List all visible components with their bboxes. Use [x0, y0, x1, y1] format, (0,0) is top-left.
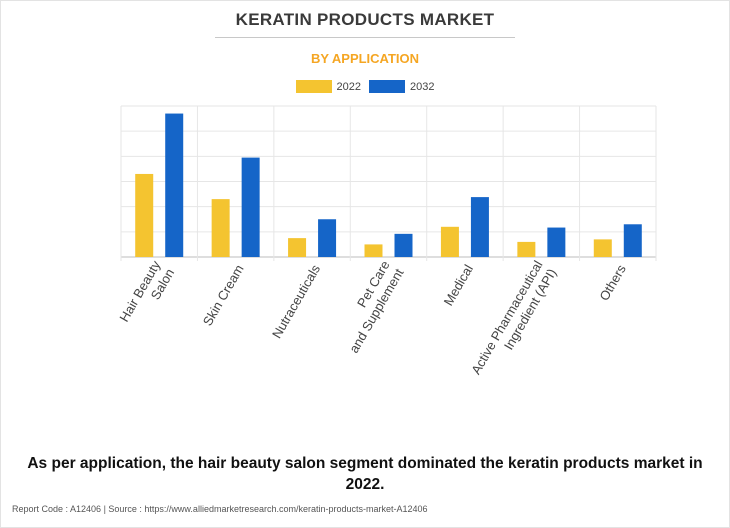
bar-2022-0 [135, 173, 154, 257]
chart-title: KERATIN PRODUCTS MARKET [235, 10, 495, 29]
legend-item-2032[interactable]: 2032 [369, 80, 434, 93]
x-tick-label: Hair BeautySalon [116, 258, 177, 333]
legend-label-2022: 2022 [336, 80, 361, 93]
bar-2032-5 [547, 227, 566, 257]
bar-2032-0 [165, 113, 184, 257]
chart-caption: As per application, the hair beauty salo… [27, 455, 703, 493]
x-tick-label-line: Skin Cream [200, 262, 247, 328]
x-tick-label-line: Medical [441, 262, 476, 308]
bar-2032-1 [241, 157, 260, 257]
x-tick-label: Others [596, 262, 629, 304]
bar-2022-4 [440, 226, 459, 257]
x-tick-label-line: Others [596, 262, 629, 304]
chart-subtitle: BY APPLICATION [310, 51, 420, 66]
chart-legend: 2022 2032 [0, 80, 730, 93]
bar-2022-5 [517, 241, 536, 257]
source-footer: Report Code : A12406 | Source : https://… [12, 504, 428, 514]
legend-label-2032: 2032 [410, 80, 435, 93]
bar-2022-6 [593, 239, 612, 257]
bar-2032-3 [394, 233, 413, 257]
x-tick-label: Skin Cream [200, 262, 247, 328]
bar-2032-2 [318, 219, 337, 257]
bar-2032-6 [623, 224, 642, 257]
title-divider [215, 37, 515, 38]
x-tick-label-line: Nutraceuticals [269, 262, 323, 341]
bar-2022-3 [364, 244, 383, 257]
x-tick-label: Nutraceuticals [269, 262, 323, 341]
bar-2022-2 [288, 238, 307, 257]
bar-2022-1 [211, 199, 230, 257]
legend-swatch-2032 [369, 80, 405, 93]
bar-chart: Hair BeautySalon Skin Cream Nutraceuticals… [116, 105, 657, 385]
legend-swatch-2022 [295, 80, 332, 93]
x-tick-label: Pet Careand Supplement [332, 258, 406, 356]
x-tick-label: Medical [441, 262, 476, 308]
x-tick-label: Active PharmaceuticalIngredient (API) [468, 258, 559, 385]
bar-2032-4 [470, 197, 489, 257]
legend-item-2022[interactable]: 2022 [295, 80, 361, 93]
